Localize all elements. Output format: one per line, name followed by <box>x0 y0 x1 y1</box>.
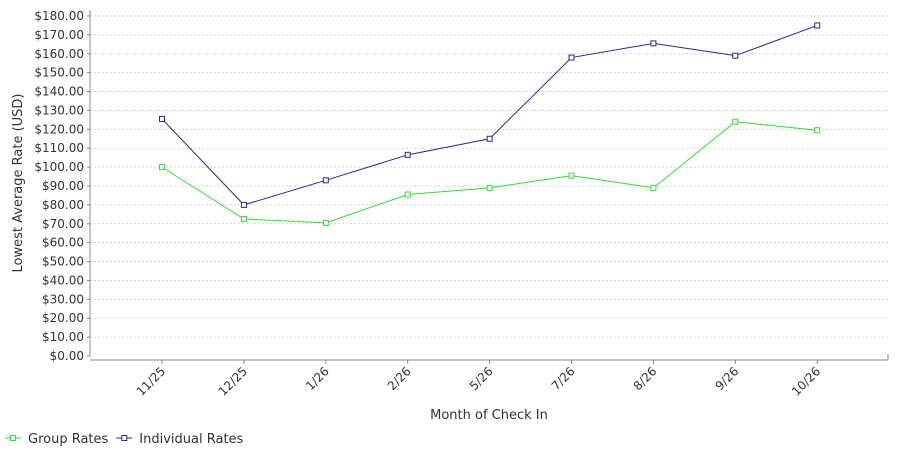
x-tick-label: 8/26 <box>631 364 660 393</box>
data-point <box>732 52 739 59</box>
y-tick-label: $50.00 <box>42 255 84 269</box>
y-tick-label: $110.00 <box>34 141 84 155</box>
x-tick-label: 7/26 <box>549 364 578 393</box>
data-point <box>486 184 493 191</box>
data-point <box>240 201 247 208</box>
series-individual-rates <box>159 22 821 208</box>
y-tick-label: $170.00 <box>34 28 84 42</box>
y-tick-label: $150.00 <box>34 66 84 80</box>
grid <box>90 15 888 338</box>
data-point <box>568 54 575 61</box>
x-tick-label: 1/26 <box>303 364 332 393</box>
data-point <box>404 151 411 158</box>
legend-item: Individual Rates <box>116 432 244 447</box>
legend-item: Group Rates <box>5 432 109 447</box>
x-tick-label: 5/26 <box>467 364 496 393</box>
series-group-rates <box>159 118 821 226</box>
data-point <box>650 184 657 191</box>
data-point <box>404 191 411 198</box>
axes <box>87 10 889 364</box>
x-tick-label: 11/25 <box>134 364 168 398</box>
legend-label: Individual Rates <box>139 432 243 447</box>
data-point <box>568 172 575 179</box>
y-tick-label: $0.00 <box>50 349 84 363</box>
y-tick-label: $140.00 <box>34 85 84 99</box>
legend: Group Rates Individual Rates <box>5 432 244 447</box>
y-tick-label: $70.00 <box>42 217 84 231</box>
y-tick-label: $100.00 <box>34 160 84 174</box>
y-tick-label: $90.00 <box>42 179 84 193</box>
data-point <box>650 40 657 47</box>
data-point <box>322 177 329 184</box>
x-tick-labels: 11/25 12/25 1/26 2/26 5/26 7/26 8/26 9/26 10/26 <box>134 364 824 398</box>
series <box>159 22 821 226</box>
y-tick-label: $180.00 <box>34 9 84 23</box>
data-point <box>486 135 493 142</box>
y-tick-label: $10.00 <box>42 330 84 344</box>
data-point <box>322 219 329 226</box>
data-point <box>240 216 247 223</box>
legend-label: Group Rates <box>28 432 109 447</box>
y-tick-labels: $0.00 $10.00 $20.00 $30.00 $40.00 $50.00 $60.0… <box>34 9 84 363</box>
y-tick-label: $80.00 <box>42 198 84 212</box>
data-point <box>732 118 739 125</box>
legend-swatch-marker <box>121 435 128 441</box>
data-point <box>814 22 821 29</box>
data-point <box>814 127 821 134</box>
legend-swatch-marker <box>10 435 16 441</box>
x-tick-label: 9/26 <box>712 364 741 393</box>
y-tick-label: $30.00 <box>42 292 84 306</box>
x-tick-label: 12/25 <box>216 364 250 398</box>
data-point <box>159 115 165 122</box>
series-line <box>161 24 818 206</box>
y-tick-label: $40.00 <box>42 273 84 287</box>
data-point <box>159 164 165 171</box>
y-axis-title: Lowest Average Rate (USD) <box>11 94 26 273</box>
y-tick-label: $130.00 <box>34 103 84 117</box>
y-tick-label: $20.00 <box>42 311 84 325</box>
y-tick-label: $120.00 <box>34 122 84 136</box>
y-tick-label: $160.00 <box>34 47 84 61</box>
x-tick-label: 2/26 <box>385 364 414 393</box>
x-tick-label: 10/26 <box>789 364 823 398</box>
x-axis-title: Month of Check In <box>430 408 548 423</box>
y-tick-label: $60.00 <box>42 236 84 250</box>
